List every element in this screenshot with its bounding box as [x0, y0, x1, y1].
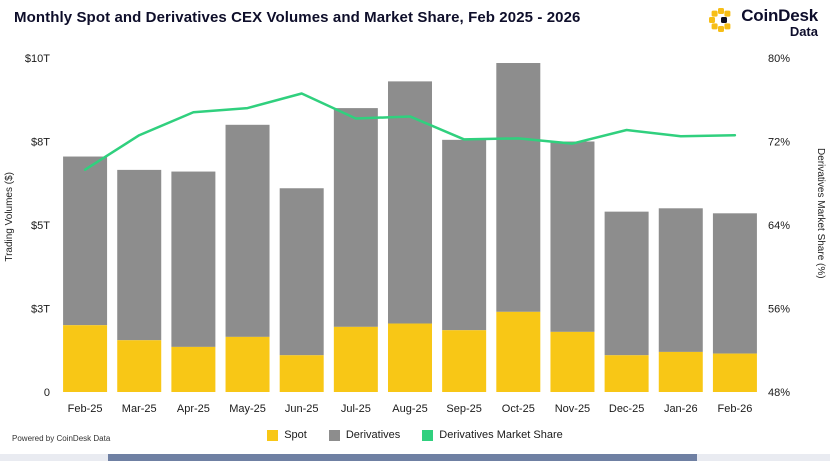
scrollbar-thumb[interactable]: [107, 454, 698, 461]
bar-derivatives-Jan-26[interactable]: [658, 208, 703, 352]
x-axis-label: Jan-26: [664, 403, 698, 415]
horizontal-scrollbar[interactable]: [0, 454, 830, 461]
bar-spot-Oct-25[interactable]: [496, 311, 541, 392]
brand-name: CoinDesk: [741, 6, 818, 25]
bar-derivatives-Apr-25[interactable]: [171, 171, 216, 347]
legend-label: Derivatives Market Share: [439, 429, 563, 441]
right-axis-tick-label: 72%: [768, 137, 790, 149]
bar-derivatives-Feb-26[interactable]: [712, 213, 757, 354]
x-axis-label: Dec-25: [609, 403, 644, 415]
brand-sub: Data: [789, 24, 818, 39]
x-axis-label: Feb-25: [68, 403, 103, 415]
right-axis-tick-label: 56%: [768, 304, 790, 316]
bar-derivatives-Dec-25[interactable]: [604, 211, 649, 356]
bar-spot-Dec-25[interactable]: [604, 355, 649, 392]
x-axis-label: Nov-25: [555, 403, 590, 415]
x-axis-label: Apr-25: [177, 403, 210, 415]
x-axis-label: Oct-25: [502, 403, 535, 415]
bar-spot-Jul-25[interactable]: [333, 326, 378, 392]
bar-spot-Feb-26[interactable]: [712, 353, 757, 392]
bar-derivatives-Jun-25[interactable]: [279, 188, 324, 356]
left-axis-tick-label: 0: [44, 387, 50, 399]
x-axis-label: Feb-26: [717, 403, 752, 415]
legend-label: Derivatives: [345, 429, 401, 441]
bar-spot-Aug-25[interactable]: [388, 323, 432, 392]
bar-derivatives-Oct-25[interactable]: [496, 63, 541, 312]
coindesk-logo-icon: [709, 8, 731, 32]
left-axis-tick-label: $8T: [31, 137, 50, 149]
left-axis-tick-label: $10T: [25, 53, 50, 65]
market-share-line[interactable]: [83, 92, 737, 171]
bar-spot-Nov-25[interactable]: [550, 331, 595, 392]
legend-item[interactable]: Derivatives: [328, 429, 401, 441]
x-axis-label: Jun-25: [285, 403, 319, 415]
right-axis-tick-label: 80%: [768, 53, 790, 65]
x-axis-label: May-25: [229, 403, 266, 415]
bar-spot-Feb-25[interactable]: [63, 325, 108, 392]
left-axis-tick-label: $5T: [31, 220, 50, 232]
legend-label: Spot: [284, 429, 307, 441]
chart-plot: $10T $8T $5T $3T 0 80% 72% 64% 56% 48% Feb-25 Mar-2…: [25, 53, 790, 415]
brand-text: CoinDesk Data: [741, 7, 818, 39]
legend-swatch-spot: [267, 429, 279, 441]
bar-spot-Apr-25[interactable]: [171, 346, 216, 392]
powered-by-text: Powered by CoinDesk Data: [12, 434, 111, 443]
x-axis-label: Sep-25: [446, 403, 481, 415]
left-axis-tick-label: $3T: [31, 304, 50, 316]
bar-derivatives-May-25[interactable]: [225, 124, 270, 337]
x-axis-label: Mar-25: [122, 403, 157, 415]
bar-derivatives-Nov-25[interactable]: [550, 141, 595, 332]
legend-item[interactable]: Derivatives Market Share: [422, 429, 563, 441]
right-axis-tick-label: 48%: [768, 387, 790, 399]
right-axis-tick-label: 64%: [768, 220, 790, 232]
bar-spot-Jan-26[interactable]: [658, 351, 703, 392]
x-axis-label: Aug-25: [392, 403, 427, 415]
bar-spot-May-25[interactable]: [225, 336, 270, 392]
bar-derivatives-Sep-25[interactable]: [442, 139, 487, 331]
right-axis-title: Derivatives Market Share (%): [815, 148, 826, 279]
bar-spot-Sep-25[interactable]: [442, 330, 487, 392]
legend-swatch-market-share: [422, 429, 434, 441]
bar-spot-Mar-25[interactable]: [117, 340, 162, 392]
bar-derivatives-Feb-25[interactable]: [63, 156, 108, 326]
bar-derivatives-Mar-25[interactable]: [117, 169, 162, 341]
legend-swatch-derivatives: [328, 429, 340, 441]
chart-legend: Spot Derivatives Derivatives Market Shar…: [0, 429, 830, 441]
legend-item[interactable]: Spot: [267, 429, 307, 441]
chart-title: Monthly Spot and Derivatives CEX Volumes…: [14, 9, 581, 26]
x-axis-label: Jul-25: [341, 403, 371, 415]
coindesk-logo: CoinDesk Data: [708, 7, 818, 39]
bar-spot-Jun-25[interactable]: [279, 355, 324, 392]
bar-derivatives-Jul-25[interactable]: [333, 108, 378, 327]
